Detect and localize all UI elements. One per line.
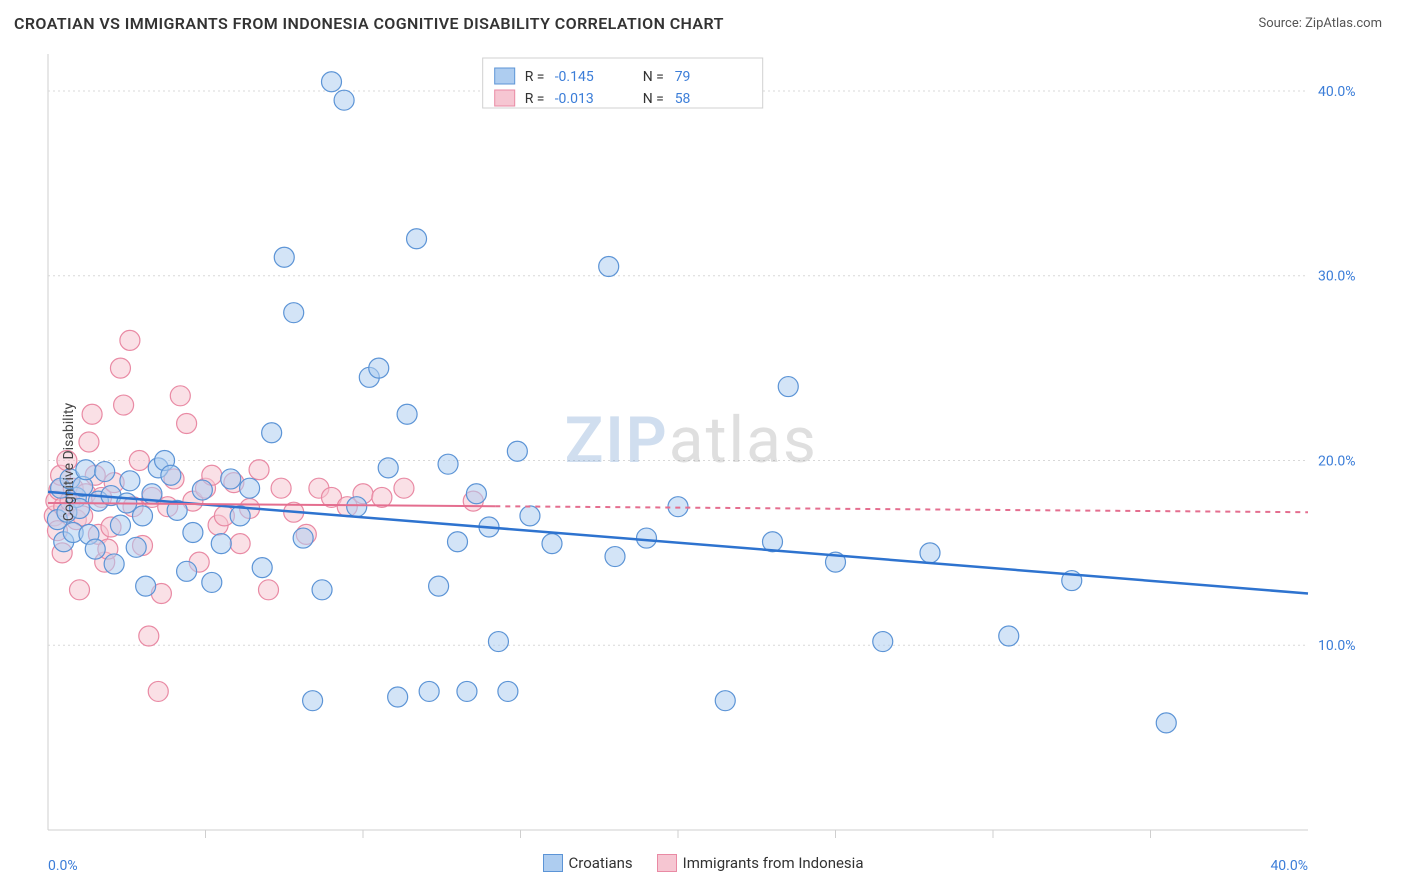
data-point: [488, 632, 508, 652]
data-point: [438, 454, 458, 474]
data-point: [139, 626, 159, 646]
chart-title: CROATIAN VS IMMIGRANTS FROM INDONESIA CO…: [14, 14, 724, 33]
data-point: [183, 523, 203, 543]
data-point: [126, 537, 146, 557]
data-point: [312, 580, 332, 600]
data-point: [397, 404, 417, 424]
y-tick-label: 30.0%: [1318, 269, 1356, 285]
data-point: [110, 358, 130, 378]
data-point: [542, 534, 562, 554]
data-point: [778, 377, 798, 397]
data-point: [211, 534, 231, 554]
source-prefix: Source:: [1258, 16, 1305, 31]
legend-swatch: [495, 68, 515, 84]
source: Source: ZipAtlas.com: [1258, 16, 1382, 31]
source-name: ZipAtlas.com: [1305, 16, 1382, 31]
legend-n-value: 79: [675, 69, 691, 85]
data-point: [466, 484, 486, 504]
data-point: [369, 358, 389, 378]
data-point: [271, 478, 291, 498]
data-point: [715, 691, 735, 711]
trend-line-extend: [495, 506, 1308, 512]
data-point: [133, 506, 153, 526]
data-point: [419, 681, 439, 701]
data-point: [873, 632, 893, 652]
data-point: [262, 423, 282, 443]
data-point: [114, 395, 134, 415]
legend-swatch: [495, 90, 515, 106]
data-point: [76, 460, 96, 480]
data-point: [388, 687, 408, 707]
data-point: [457, 681, 477, 701]
data-point: [136, 576, 156, 596]
data-point: [177, 414, 197, 434]
y-tick-label: 10.0%: [1318, 638, 1356, 654]
data-point: [920, 543, 940, 563]
bottom-legend-label: Immigrants from Indonesia: [683, 854, 864, 872]
data-point: [520, 506, 540, 526]
data-point: [240, 478, 260, 498]
data-point: [378, 458, 398, 478]
data-point: [507, 441, 527, 461]
bottom-legend-item: Immigrants from Indonesia: [657, 854, 864, 872]
data-point: [148, 681, 168, 701]
bottom-legend-label: Croatians: [569, 854, 633, 872]
y-axis-label: Cognitive Disability: [61, 403, 77, 521]
data-point: [284, 303, 304, 323]
data-point: [221, 469, 241, 489]
data-point: [120, 330, 140, 350]
data-point: [104, 554, 124, 574]
legend-n-label: N =: [643, 69, 664, 85]
y-tick-label: 40.0%: [1318, 84, 1356, 100]
data-point: [120, 471, 140, 491]
data-point: [429, 576, 449, 596]
legend-r-label: R =: [525, 69, 545, 85]
data-point: [599, 256, 619, 276]
data-point: [129, 450, 149, 470]
y-tick-label: 20.0%: [1318, 453, 1356, 469]
bottom-legend-item: Croatians: [543, 854, 633, 872]
data-point: [1156, 713, 1176, 733]
data-point: [322, 72, 342, 92]
bottom-legend: Croatians Immigrants from Indonesia: [14, 854, 1392, 872]
data-point: [170, 386, 190, 406]
data-point: [192, 480, 212, 500]
data-point: [605, 547, 625, 567]
data-point: [110, 515, 130, 535]
scatter-chart: 10.0%20.0%30.0%40.0%0.0%40.0%R = -0.145N…: [14, 46, 1378, 876]
data-point: [252, 558, 272, 578]
data-point: [637, 528, 657, 548]
data-point: [82, 404, 102, 424]
data-point: [274, 247, 294, 267]
legend-swatch: [657, 854, 677, 872]
data-point: [85, 539, 105, 559]
data-point: [249, 460, 269, 480]
data-point: [230, 534, 250, 554]
data-point: [202, 572, 222, 592]
data-point: [177, 561, 197, 581]
data-point: [293, 528, 313, 548]
legend-n-label: N =: [643, 91, 664, 107]
legend-r-value: -0.145: [555, 69, 594, 85]
data-point: [70, 580, 90, 600]
data-point: [407, 229, 427, 249]
legend-swatch: [543, 854, 563, 872]
data-point: [303, 691, 323, 711]
legend-r-label: R =: [525, 91, 545, 107]
legend-n-value: 58: [675, 91, 691, 107]
data-point: [259, 580, 279, 600]
data-point: [334, 90, 354, 110]
data-point: [79, 432, 99, 452]
data-point: [498, 681, 518, 701]
data-point: [161, 465, 181, 485]
data-point: [394, 478, 414, 498]
data-point: [95, 462, 115, 482]
data-point: [999, 626, 1019, 646]
legend-r-value: -0.013: [555, 91, 594, 107]
data-point: [347, 497, 367, 517]
data-point: [448, 532, 468, 552]
